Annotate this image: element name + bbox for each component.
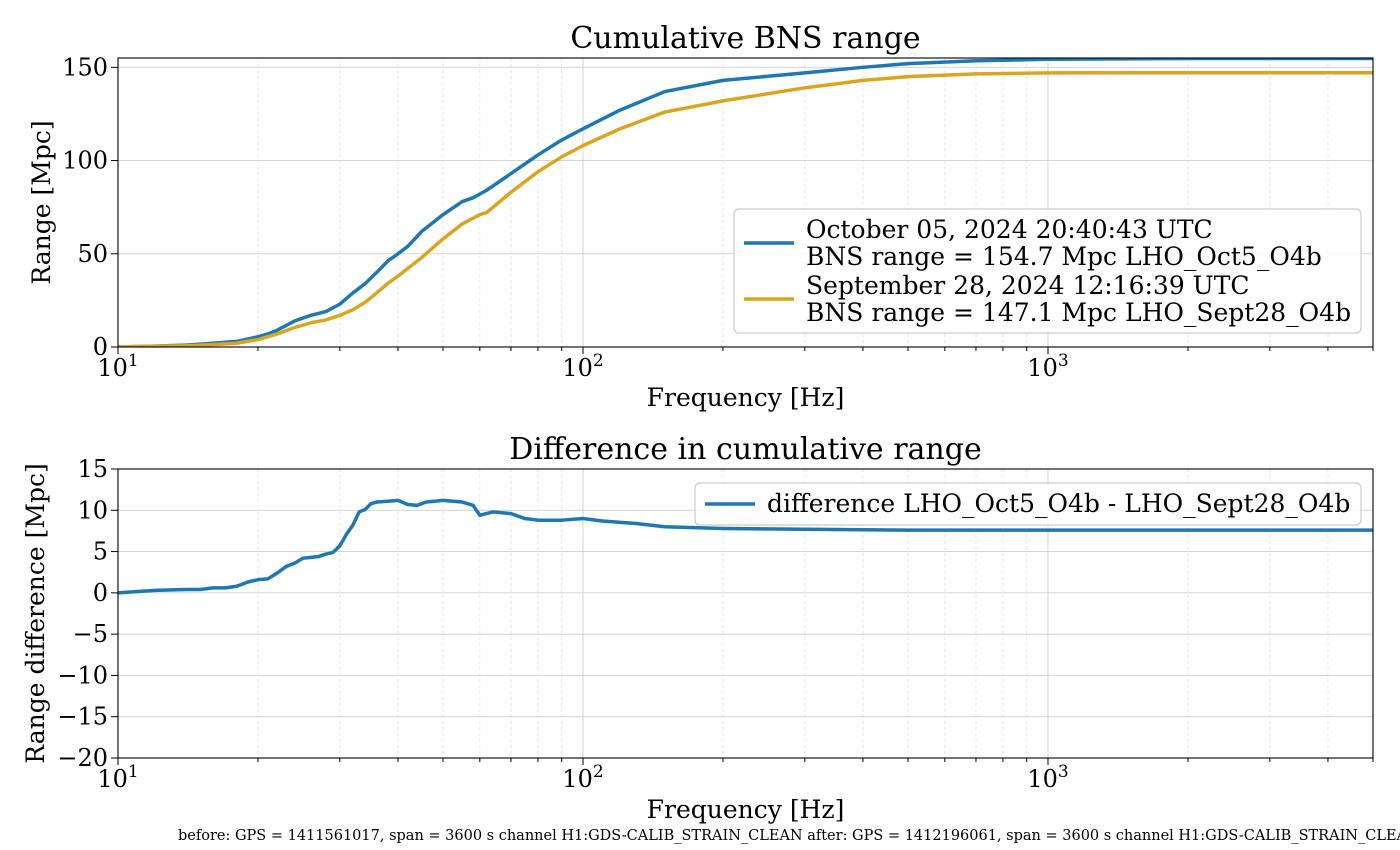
x-axis-label: Frequency [Hz] [647, 383, 845, 412]
chart-panel-2: 101 102 103 15 10 5 0 −5 −10 −15 −20 Difference in … [21, 432, 1374, 824]
chart-title: Cumulative BNS range [570, 21, 920, 56]
y-tick-label: −5 [73, 620, 108, 648]
legend-label: October 05, 2024 20:40:43 UTC [806, 215, 1213, 244]
x-tick-label: 103 [1027, 351, 1068, 382]
legend-label: difference LHO_Oct5_O4b - LHO_Sept28_O4b [767, 489, 1350, 518]
legend: difference LHO_Oct5_O4b - LHO_Sept28_O4b [694, 482, 1362, 526]
axes-frame [117, 468, 1374, 759]
y-tick-label: 15 [77, 455, 108, 483]
x-tick-label: 102 [562, 762, 603, 793]
y-tick-label: 100 [62, 147, 108, 175]
legend-label: BNS range = 147.1 Mpc LHO_Sept28_O4b [806, 298, 1351, 327]
x-tick-label: 101 [97, 762, 138, 793]
y-tick-label: −10 [57, 661, 108, 689]
y-tick-label: −15 [57, 703, 108, 731]
y-tick-label: 50 [77, 240, 108, 268]
axes-frame [117, 57, 1374, 348]
series-line-1 [118, 498, 1373, 595]
legend-label: BNS range = 154.7 Mpc LHO_Oct5_O4b [806, 242, 1322, 271]
x-tick-label: 103 [1027, 762, 1068, 793]
chart-panel-1: 101 102 103 0 50 100 150 Cumulative BNS range Fr… [27, 21, 1374, 412]
y-tick-label: 5 [93, 538, 108, 566]
legend-box [733, 208, 1362, 334]
chart-title: Difference in cumulative range [509, 432, 981, 467]
series-line-2 [118, 70, 1373, 347]
footnote: before: GPS = 1411561017, span = 3600 s … [178, 828, 1400, 844]
x-axis-label: Frequency [Hz] [647, 795, 845, 824]
y-axis-label: Range [Mpc] [27, 120, 56, 284]
x-tick-label: 102 [562, 351, 603, 382]
y-tick-label: 0 [93, 579, 108, 607]
y-tick-label: 150 [62, 53, 108, 81]
y-axis-label: Range difference [Mpc] [21, 463, 50, 763]
series-line-1 [118, 58, 1373, 347]
legend-label: September 28, 2024 12:16:39 UTC [806, 271, 1250, 300]
y-tick-label: 0 [93, 333, 108, 361]
y-tick-label: −20 [57, 744, 108, 772]
legend-box [694, 482, 1362, 526]
y-tick-label: 10 [77, 496, 108, 524]
x-tick-label: 101 [97, 351, 138, 382]
